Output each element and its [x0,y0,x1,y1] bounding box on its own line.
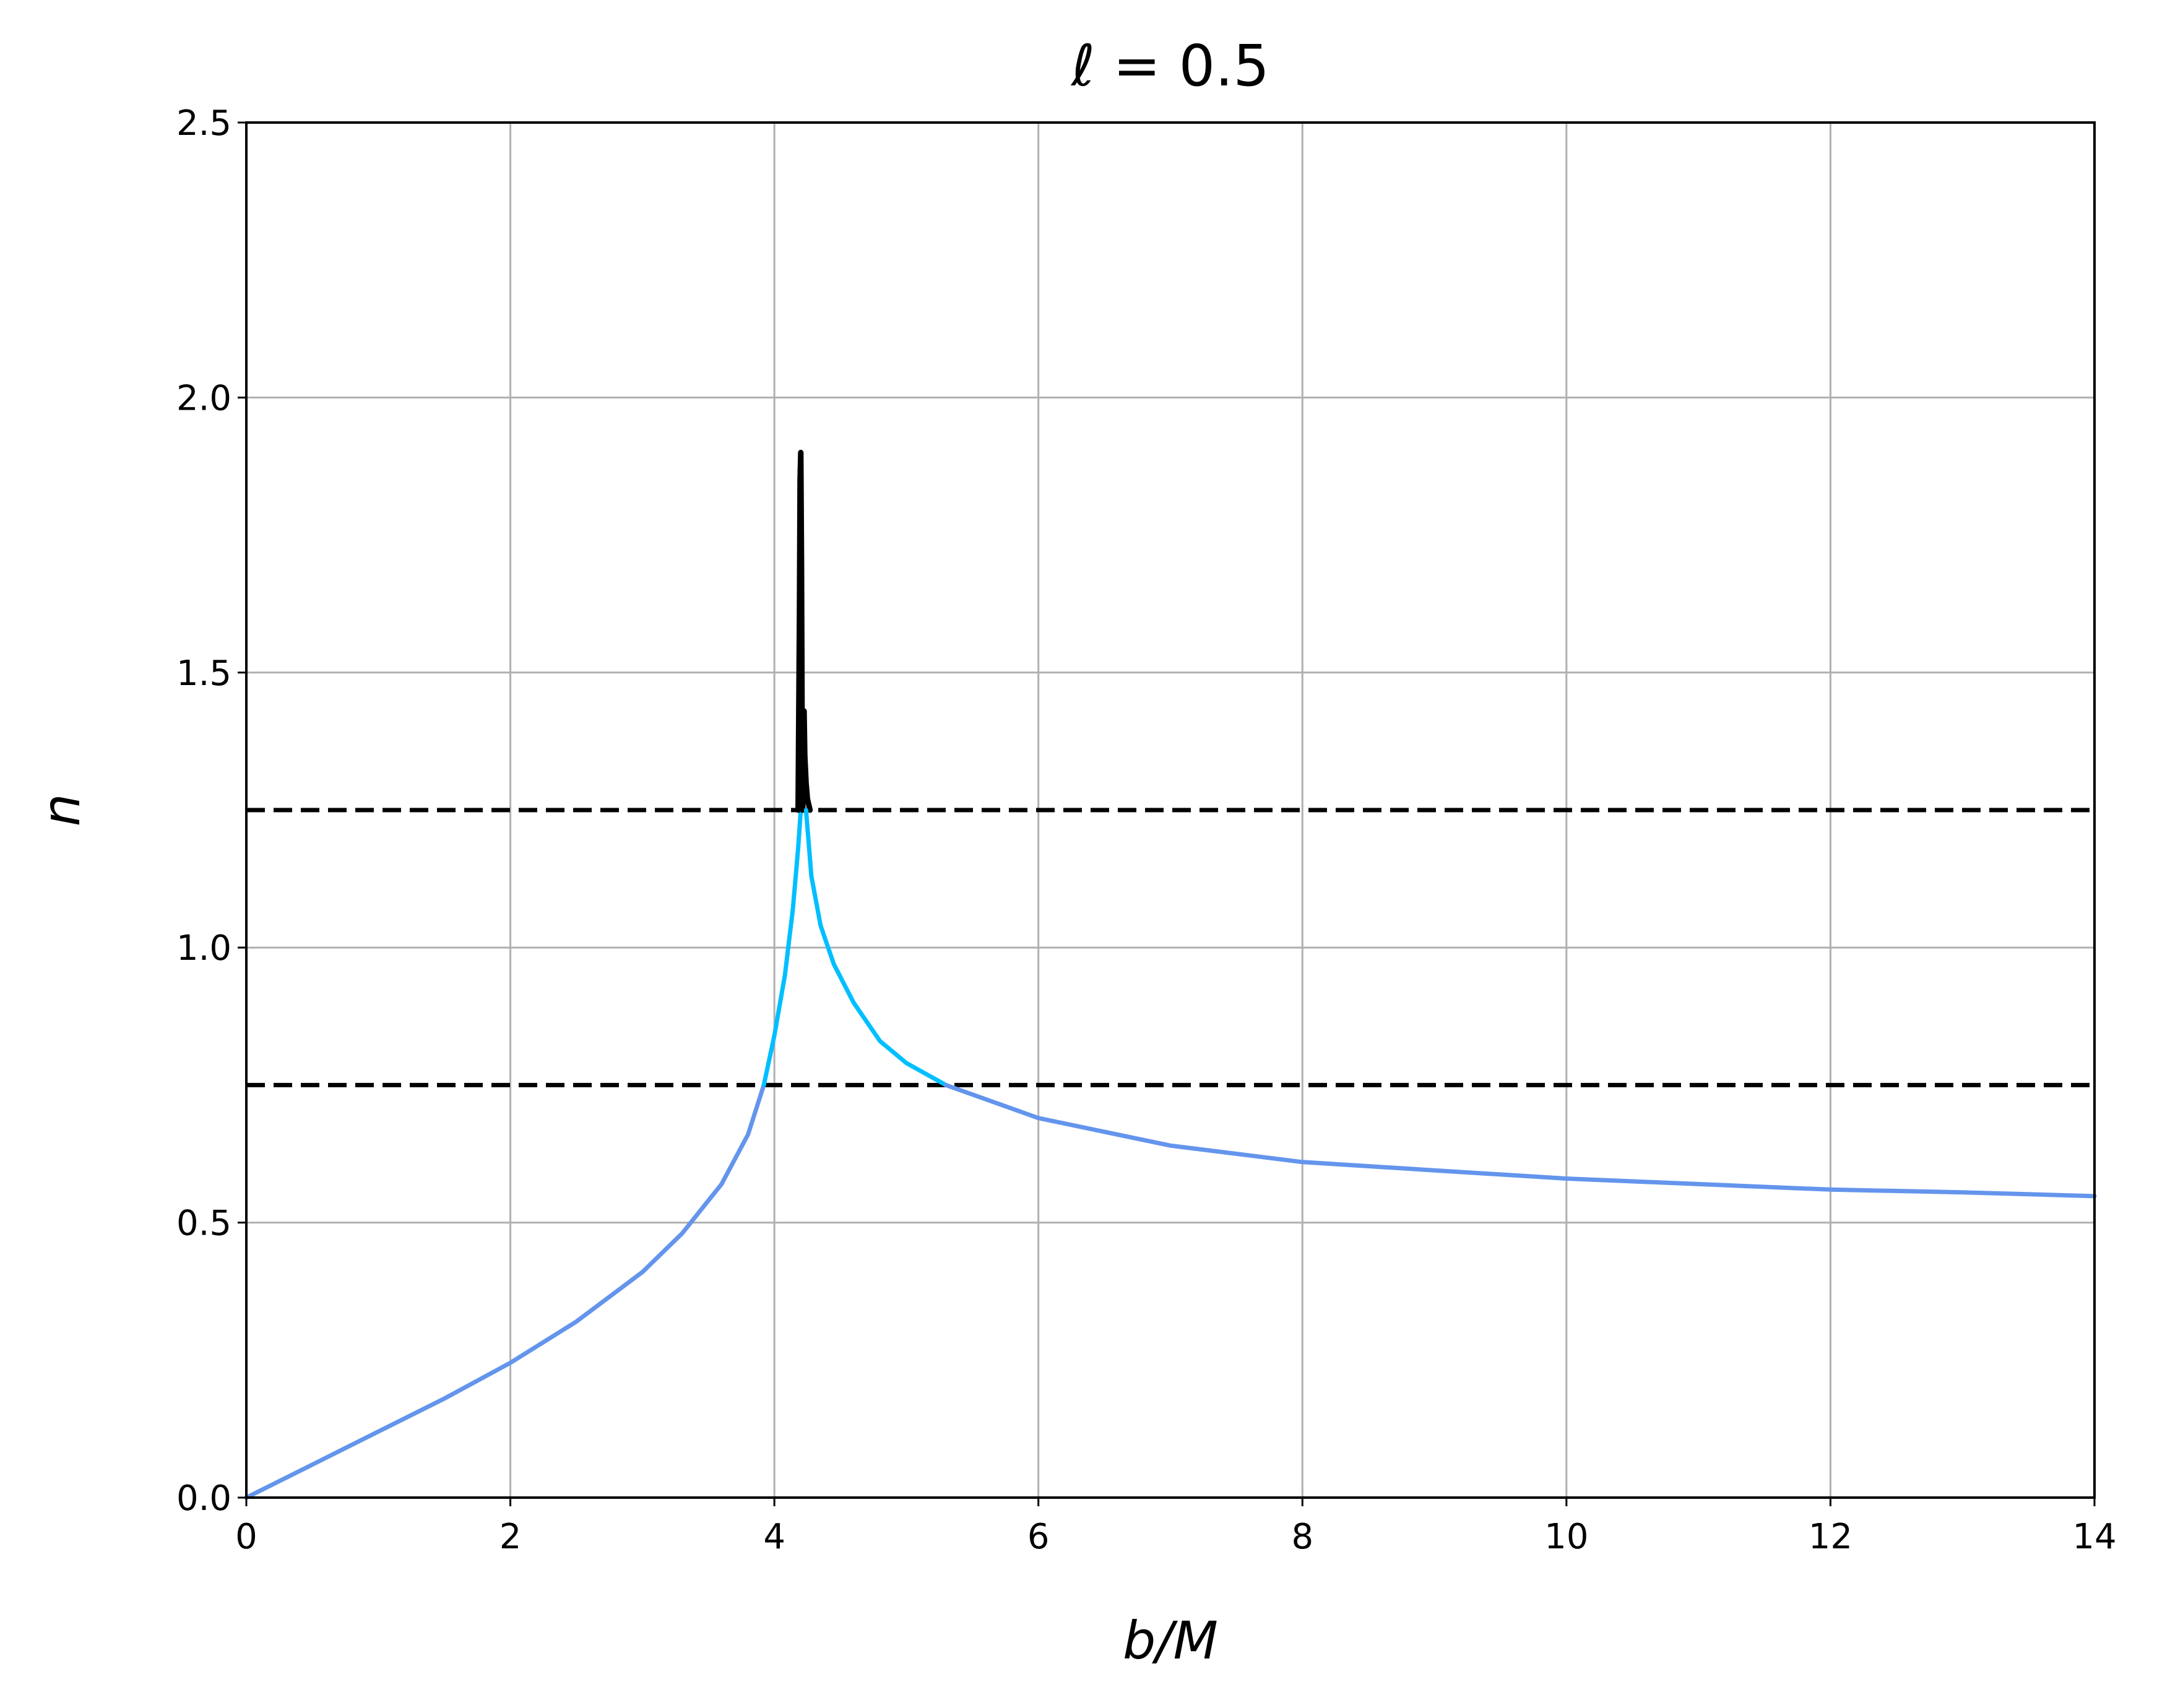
x-tick-label: 4 [763,1517,785,1557]
y-tick-label: 2.5 [176,103,231,144]
series-line [761,808,803,1087]
x-tick-label: 14 [2072,1517,2116,1557]
y-tick-label: 0.0 [176,1478,231,1519]
x-tick-label: 6 [1027,1517,1050,1557]
x-tick-label: 10 [1544,1517,1588,1557]
y-tick-label: 1.5 [176,653,231,694]
x-tick-label: 0 [235,1517,257,1557]
x-tick-label: 8 [1291,1517,1313,1557]
chart-title: ℓ = 0.5 [1070,33,1269,99]
ticks: 0 2 4 6 8 10 12 14 0.0 0.5 1.0 1.5 2.0 2.5 [176,103,2117,1557]
reference-lines [246,808,2094,1087]
series-line [244,1082,766,1500]
x-tick-label: 12 [1809,1517,1852,1557]
series-line [795,449,813,813]
series-line [943,1082,2097,1199]
series-line [803,808,948,1087]
x-axis-label: b/M [1123,1610,1218,1671]
y-tick-label: 1.0 [176,928,231,968]
x-tick-label: 2 [499,1517,522,1557]
y-tick-label: 0.5 [176,1204,231,1244]
series-group [244,449,2097,1500]
y-axis-label: n [31,793,92,826]
y-tick-label: 2.0 [176,378,231,418]
plot-frame [245,121,2096,1499]
